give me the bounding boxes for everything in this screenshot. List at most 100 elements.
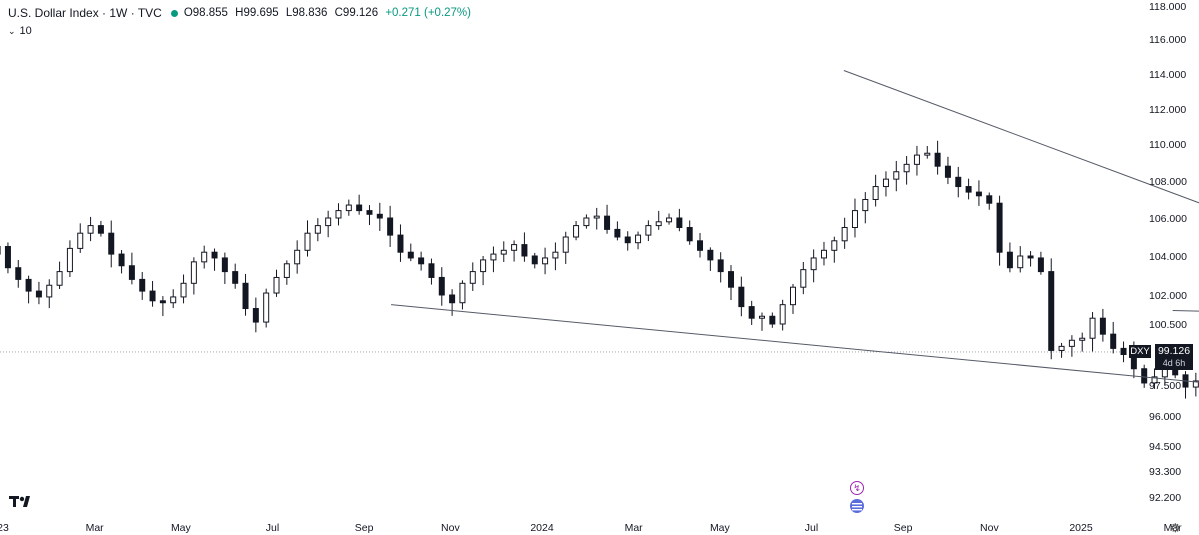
- lightning-icon[interactable]: ↯: [850, 481, 864, 495]
- candle-body: [542, 257, 549, 265]
- candle-body: [851, 210, 858, 229]
- candle-body: [738, 286, 745, 308]
- candle-body: [614, 228, 621, 238]
- last-price-tag: 99.126 4d 6h: [1155, 344, 1193, 370]
- gear-icon[interactable]: ⚙: [1170, 521, 1181, 535]
- candle-body: [56, 271, 63, 286]
- market-status-icon: [170, 9, 178, 17]
- candle-body: [1058, 345, 1065, 351]
- candle-body: [769, 315, 776, 325]
- candle-body: [242, 282, 249, 310]
- symbol-title[interactable]: U.S. Dollar Index · 1W · TVC: [8, 6, 162, 20]
- candle-body: [490, 253, 497, 261]
- candle-body: [1037, 257, 1044, 273]
- candle-body: [252, 308, 259, 323]
- indicator-toggle[interactable]: ⌄ 10: [8, 25, 32, 37]
- candle-body: [676, 217, 683, 228]
- y-tick-label: 116.000: [1149, 34, 1186, 46]
- candle-body: [707, 249, 714, 261]
- candle-body: [1068, 339, 1075, 347]
- candle-body: [645, 225, 652, 236]
- candle-body: [521, 244, 528, 257]
- candle-body: [25, 278, 32, 292]
- x-tick-label: Mar: [625, 522, 644, 534]
- candle-body: [1079, 337, 1086, 341]
- high-value: H99.695: [235, 7, 279, 19]
- candle-body: [1089, 317, 1096, 339]
- candle-body: [1120, 347, 1127, 355]
- candle-body: [438, 276, 445, 296]
- candle-body: [965, 186, 972, 193]
- chart-header: U.S. Dollar Index · 1W · TVC O98.855 H99…: [8, 6, 475, 20]
- y-tick-label: 112.000: [1149, 104, 1186, 116]
- x-tick-label: May: [710, 522, 731, 534]
- y-tick-label: 93.300: [1149, 466, 1181, 478]
- candle-body: [624, 236, 631, 244]
- candle-body: [335, 210, 342, 219]
- chevron-down-icon[interactable]: ⌄: [8, 25, 16, 36]
- candle-body: [15, 267, 22, 280]
- candle-body: [480, 259, 487, 273]
- candle-body: [552, 251, 559, 259]
- change-value: +0.271 (+0.27%): [385, 7, 471, 19]
- y-tick-label: 118.000: [1149, 1, 1186, 13]
- candle-body: [283, 263, 290, 278]
- candle-body: [345, 204, 352, 212]
- candle-body: [1151, 376, 1158, 384]
- candle-body: [190, 261, 197, 284]
- trendline: [843, 70, 1199, 204]
- candle-body: [593, 215, 600, 219]
- trendline: [391, 304, 1199, 383]
- open-value: O98.855: [183, 7, 228, 19]
- candle-body: [1192, 380, 1199, 388]
- candle-body: [366, 210, 373, 215]
- candle-body: [903, 163, 910, 173]
- candle-body: [263, 292, 270, 323]
- candle-body: [748, 306, 755, 319]
- candle-body: [108, 232, 115, 255]
- candle-body: [407, 251, 414, 259]
- candle-body: [841, 227, 848, 242]
- x-tick-label: Mar: [86, 522, 105, 534]
- y-tick-label: 104.000: [1149, 251, 1187, 263]
- y-tick-label: 96.000: [1149, 411, 1181, 423]
- candle-body: [304, 232, 311, 251]
- candle-body: [1141, 368, 1148, 384]
- candle-body: [882, 178, 889, 188]
- x-tick-label: Jul: [266, 522, 279, 534]
- candle-body: [862, 199, 869, 212]
- candle-body: [789, 286, 796, 306]
- candle-body: [314, 225, 321, 234]
- candle-body: [955, 176, 962, 188]
- x-tick-label: Mar: [1164, 522, 1183, 534]
- candle-body: [77, 232, 84, 249]
- candle-body: [87, 225, 94, 234]
- candle-body: [170, 296, 177, 304]
- candle-body: [1017, 255, 1024, 269]
- candle-body: [872, 186, 879, 201]
- x-tick-label: 23: [0, 522, 9, 534]
- candle-body: [779, 304, 786, 325]
- candle-body: [1027, 255, 1034, 259]
- candle-body: [511, 244, 518, 251]
- candle-body: [397, 234, 404, 253]
- candle-body: [800, 269, 807, 288]
- candle-body: [944, 165, 951, 178]
- candle-body: [1006, 251, 1013, 269]
- low-value: L98.836: [285, 7, 328, 19]
- candle-body: [459, 282, 466, 304]
- y-tick-label: 108.000: [1149, 176, 1187, 188]
- candle-body: [1099, 317, 1106, 335]
- tradingview-logo-icon[interactable]: [9, 494, 35, 513]
- x-tick-label: May: [171, 522, 192, 534]
- candle-body: [4, 246, 11, 269]
- candle-body: [356, 204, 363, 212]
- candle-body: [159, 300, 166, 304]
- y-tick-label: 110.000: [1149, 139, 1186, 151]
- y-tick-label: 114.000: [1149, 69, 1186, 81]
- us-flag-icon[interactable]: [850, 499, 864, 513]
- candle-body: [294, 249, 301, 265]
- candle-body: [469, 271, 476, 284]
- candle-body: [759, 315, 766, 319]
